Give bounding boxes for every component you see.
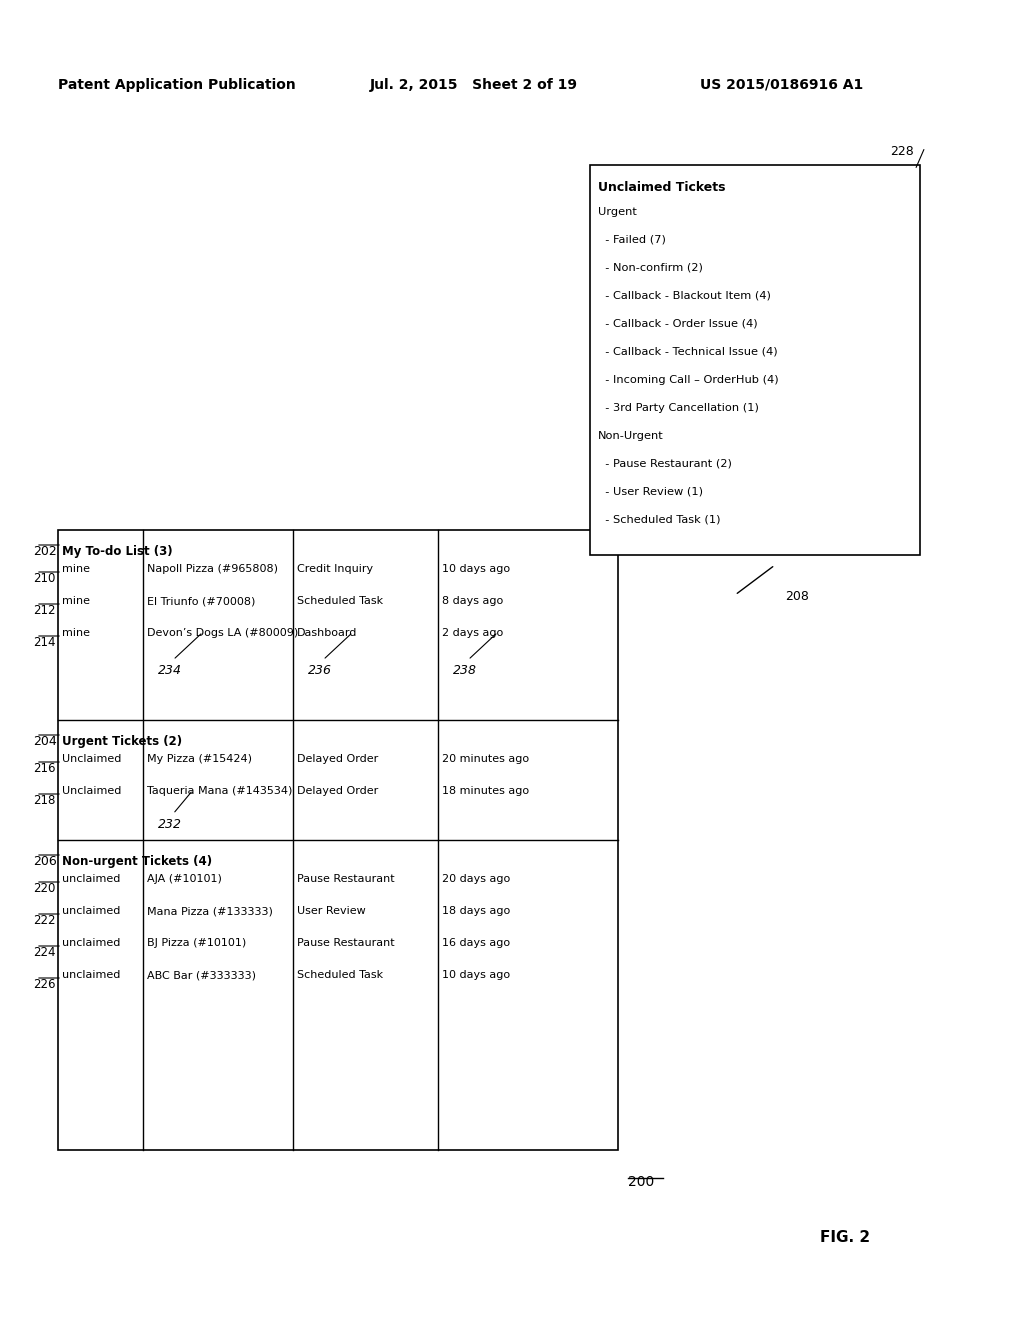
Text: El Triunfo (#70008): El Triunfo (#70008): [147, 597, 255, 606]
Text: 208: 208: [785, 590, 809, 603]
Text: Urgent Tickets (2): Urgent Tickets (2): [62, 735, 182, 748]
Text: 10 days ago: 10 days ago: [442, 564, 510, 574]
Text: 200: 200: [628, 1175, 654, 1189]
Text: - Pause Restaurant (2): - Pause Restaurant (2): [598, 459, 732, 469]
Text: User Review: User Review: [297, 906, 366, 916]
FancyBboxPatch shape: [590, 165, 920, 554]
Text: 236: 236: [308, 664, 332, 677]
Text: 206: 206: [33, 855, 56, 869]
Text: 226: 226: [33, 978, 55, 991]
Text: 18 days ago: 18 days ago: [442, 906, 510, 916]
Text: Devon’s Dogs LA (#80009): Devon’s Dogs LA (#80009): [147, 628, 298, 638]
Text: Scheduled Task: Scheduled Task: [297, 597, 383, 606]
Text: 222: 222: [33, 913, 55, 927]
Text: Jul. 2, 2015   Sheet 2 of 19: Jul. 2, 2015 Sheet 2 of 19: [370, 78, 578, 92]
Text: Unclaimed Tickets: Unclaimed Tickets: [598, 181, 725, 194]
Text: - Non-confirm (2): - Non-confirm (2): [598, 263, 702, 273]
Text: Patent Application Publication: Patent Application Publication: [58, 78, 296, 92]
Text: Non-Urgent: Non-Urgent: [598, 432, 664, 441]
Text: mine: mine: [62, 564, 90, 574]
Text: Napoll Pizza (#965808): Napoll Pizza (#965808): [147, 564, 278, 574]
Text: Unclaimed: Unclaimed: [62, 754, 122, 764]
Text: 210: 210: [33, 572, 55, 585]
FancyBboxPatch shape: [58, 531, 618, 1150]
Text: My Pizza (#15424): My Pizza (#15424): [147, 754, 252, 764]
Text: BJ Pizza (#10101): BJ Pizza (#10101): [147, 939, 246, 948]
Text: mine: mine: [62, 597, 90, 606]
Text: unclaimed: unclaimed: [62, 906, 121, 916]
Text: 234: 234: [158, 664, 182, 677]
Text: Urgent: Urgent: [598, 207, 637, 216]
Text: Pause Restaurant: Pause Restaurant: [297, 939, 394, 948]
Text: - Incoming Call – OrderHub (4): - Incoming Call – OrderHub (4): [598, 375, 778, 385]
Text: 20 days ago: 20 days ago: [442, 874, 510, 884]
Text: - Scheduled Task (1): - Scheduled Task (1): [598, 515, 721, 525]
Text: ABC Bar (#333333): ABC Bar (#333333): [147, 970, 256, 979]
Text: 220: 220: [33, 882, 55, 895]
Text: 216: 216: [33, 762, 55, 775]
Text: unclaimed: unclaimed: [62, 874, 121, 884]
Text: Delayed Order: Delayed Order: [297, 785, 378, 796]
Text: Delayed Order: Delayed Order: [297, 754, 378, 764]
Text: Scheduled Task: Scheduled Task: [297, 970, 383, 979]
Text: 238: 238: [453, 664, 477, 677]
Text: Non-urgent Tickets (4): Non-urgent Tickets (4): [62, 855, 212, 869]
Text: 214: 214: [33, 636, 55, 649]
Text: - Callback - Order Issue (4): - Callback - Order Issue (4): [598, 319, 758, 329]
Text: 10 days ago: 10 days ago: [442, 970, 510, 979]
Text: My To-do List (3): My To-do List (3): [62, 545, 173, 558]
Text: 202: 202: [33, 545, 56, 558]
Text: 16 days ago: 16 days ago: [442, 939, 510, 948]
Text: - Callback - Blackout Item (4): - Callback - Blackout Item (4): [598, 290, 771, 301]
Text: Unclaimed: Unclaimed: [62, 785, 122, 796]
Text: FIG. 2: FIG. 2: [820, 1230, 870, 1245]
Text: 212: 212: [33, 605, 55, 616]
Text: 224: 224: [33, 946, 55, 960]
Text: Taqueria Mana (#143534): Taqueria Mana (#143534): [147, 785, 293, 796]
Text: AJA (#10101): AJA (#10101): [147, 874, 222, 884]
Text: - Callback - Technical Issue (4): - Callback - Technical Issue (4): [598, 347, 777, 356]
Text: 18 minutes ago: 18 minutes ago: [442, 785, 529, 796]
Text: 8 days ago: 8 days ago: [442, 597, 503, 606]
Text: US 2015/0186916 A1: US 2015/0186916 A1: [700, 78, 863, 92]
Text: unclaimed: unclaimed: [62, 970, 121, 979]
Text: - 3rd Party Cancellation (1): - 3rd Party Cancellation (1): [598, 403, 759, 413]
Text: Credit Inquiry: Credit Inquiry: [297, 564, 373, 574]
Text: 228: 228: [890, 145, 913, 158]
Text: - Failed (7): - Failed (7): [598, 235, 666, 246]
Text: 218: 218: [33, 795, 55, 807]
Text: Dashboard: Dashboard: [297, 628, 357, 638]
Text: 20 minutes ago: 20 minutes ago: [442, 754, 529, 764]
Text: 2 days ago: 2 days ago: [442, 628, 503, 638]
Text: Mana Pizza (#133333): Mana Pizza (#133333): [147, 906, 272, 916]
Text: Pause Restaurant: Pause Restaurant: [297, 874, 394, 884]
Text: - User Review (1): - User Review (1): [598, 487, 703, 498]
Text: unclaimed: unclaimed: [62, 939, 121, 948]
Text: mine: mine: [62, 628, 90, 638]
Text: 204: 204: [33, 735, 56, 748]
Text: 232: 232: [158, 818, 182, 832]
